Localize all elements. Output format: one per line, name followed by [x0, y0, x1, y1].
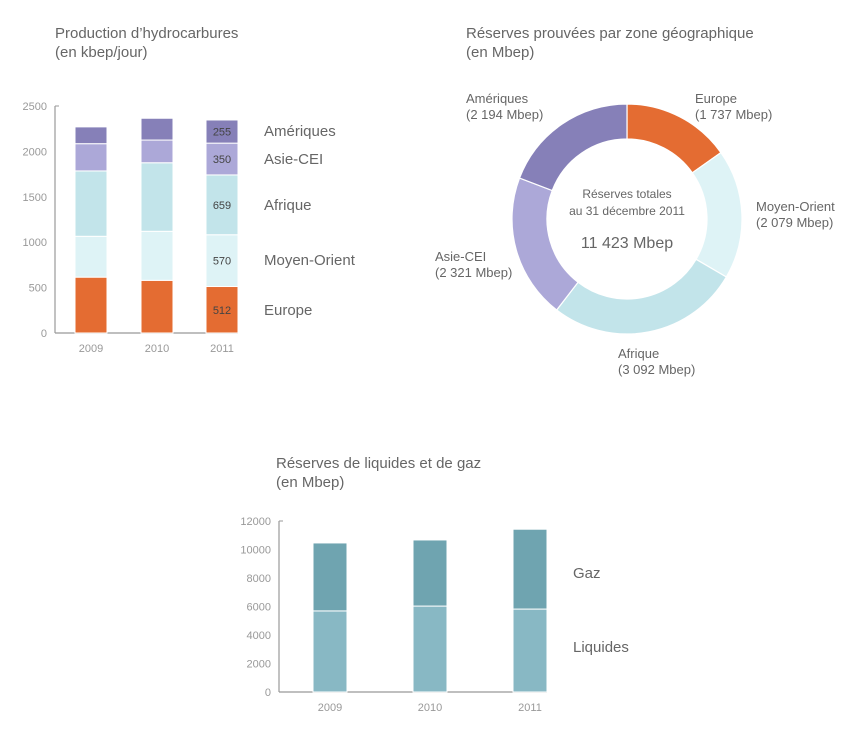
y-tick-label: 0	[41, 328, 47, 340]
legend-label-asie-cei: Asie-CEI	[264, 151, 323, 168]
y-tick-label: 0	[265, 687, 271, 699]
liquides-gaz-title: Réserves de liquides et de gaz	[276, 455, 482, 472]
slice-name: Amériques	[466, 91, 529, 106]
bar-segment-moyen-orient-2011	[205, 234, 239, 288]
reserves-zone-title: Réserves prouvées par zone géographique	[466, 25, 754, 42]
data-label-afrique-2011: 659	[213, 200, 231, 212]
donut-slice-afrique	[555, 258, 728, 335]
slice-name: Asie-CEI	[435, 249, 486, 264]
x-tick-label-2010: 2010	[145, 343, 169, 355]
bar-segment-asie-cei-2009	[74, 143, 108, 172]
bar-segment-europe-2011	[205, 286, 239, 334]
slice-label-ameriques: Amériques (2 194 Mbep)	[466, 91, 543, 122]
y-tick-label: 6000	[247, 602, 271, 614]
bar-segment-liquides-2011	[512, 608, 548, 693]
production-chart: 0 500 1000 1500 2000 2500 2009 2010 512 570 659 350…	[23, 101, 356, 355]
center-text-line-1: Réserves totales	[582, 187, 671, 201]
data-label-moyen-orient-2011: 570	[213, 256, 231, 268]
donut-slice-asie-cei	[511, 177, 579, 311]
slice-value: (3 092 Mbep)	[618, 362, 695, 377]
bar-segment-ameriques-2010	[140, 117, 174, 141]
liquides-gaz-chart-title: Réserves de liquides et de gaz (en Mbep)	[276, 454, 481, 492]
slice-label-moyen-orient: Moyen-Orient (2 079 Mbep)	[756, 199, 835, 230]
bar-segment-asie-cei-2011	[205, 142, 239, 176]
liquides-gaz-subtitle: (en Mbep)	[276, 474, 345, 491]
bar-segment-gaz-2011	[512, 528, 548, 610]
slice-label-afrique: Afrique (3 092 Mbep)	[618, 346, 695, 377]
slice-name: Afrique	[618, 346, 659, 361]
reserves-zone-donut-chart: Europe (1 737 Mbep) Moyen-Orient (2 079 Mbe…	[435, 91, 835, 377]
y-tick-label: 2500	[23, 101, 47, 113]
y-tick-label: 500	[29, 283, 47, 295]
legend-label-europe: Europe	[264, 302, 312, 319]
slice-value: (1 737 Mbep)	[695, 107, 772, 122]
y-tick-label: 2000	[247, 659, 271, 671]
legend-label-moyen-orient: Moyen-Orient	[264, 252, 356, 269]
y-tick-label: 8000	[247, 573, 271, 585]
bar-segment-liquides-2009	[312, 610, 348, 693]
center-total: 11 423 Mbep	[581, 235, 673, 252]
slice-name: Moyen-Orient	[756, 199, 835, 214]
x-tick-label-2009: 2009	[79, 343, 103, 355]
bar-segment-gaz-2010	[412, 539, 448, 607]
slice-name: Europe	[695, 91, 737, 106]
bar-segment-liquides-2010	[412, 605, 448, 693]
data-label-europe-2011: 512	[213, 305, 231, 317]
y-tick-label: 12000	[240, 516, 271, 528]
x-tick-label-2011: 2011	[518, 702, 542, 714]
y-tick-label: 2000	[23, 146, 47, 158]
slice-label-asie-cei: Asie-CEI (2 321 Mbep)	[435, 249, 512, 280]
legend-label-ameriques: Amériques	[264, 123, 336, 140]
legend-label-afrique: Afrique	[264, 197, 312, 214]
donut-slice-moyen-orient	[691, 151, 743, 278]
production-title: Production d’hydrocarbures	[55, 25, 239, 42]
data-label-asie-cei-2011: 350	[213, 154, 231, 166]
production-subtitle: (en kbep/jour)	[55, 44, 148, 61]
bar-segment-ameriques-2011	[205, 119, 239, 144]
bar-segment-europe-2010	[140, 279, 174, 334]
data-label-ameriques-2011: 255	[213, 127, 231, 139]
x-tick-label-2010: 2010	[418, 702, 442, 714]
center-text-line-2: au 31 décembre 2011	[569, 204, 685, 218]
bar-segment-asie-cei-2010	[140, 139, 174, 164]
bar-segment-ameriques-2009	[74, 126, 108, 145]
x-tick-label-2011: 2011	[210, 343, 234, 355]
legend-label-liquides: Liquides	[573, 639, 629, 656]
y-tick-label: 4000	[247, 630, 271, 642]
liquides-gaz-chart: 0 2000 4000 6000 8000 10000 12000 2009 2010 2011 L…	[240, 516, 628, 714]
slice-value: (2 079 Mbep)	[756, 215, 833, 230]
y-tick-label: 10000	[240, 545, 271, 557]
donut-slice-ameriques	[518, 103, 628, 192]
bar-segment-afrique-2010	[140, 162, 174, 232]
reserves-zone-subtitle: (en Mbep)	[466, 44, 535, 61]
y-tick-label: 1500	[23, 192, 47, 204]
bar-segment-afrique-2009	[74, 170, 108, 237]
slice-label-europe: Europe (1 737 Mbep)	[695, 91, 772, 122]
bar-segment-europe-2009	[74, 276, 108, 334]
bar-segment-gaz-2009	[312, 542, 348, 612]
bar-segment-afrique-2011	[205, 174, 239, 236]
slice-value: (2 321 Mbep)	[435, 265, 512, 280]
reserves-zone-chart-title: Réserves prouvées par zone géographique …	[466, 24, 754, 62]
legend-label-gaz: Gaz	[573, 565, 601, 582]
slice-value: (2 194 Mbep)	[466, 107, 543, 122]
x-tick-label-2009: 2009	[318, 702, 342, 714]
bar-segment-moyen-orient-2009	[74, 235, 108, 278]
y-tick-label: 1000	[23, 237, 47, 249]
production-chart-title: Production d’hydrocarbures (en kbep/jour…	[55, 24, 238, 62]
bar-segment-moyen-orient-2010	[140, 230, 174, 281]
